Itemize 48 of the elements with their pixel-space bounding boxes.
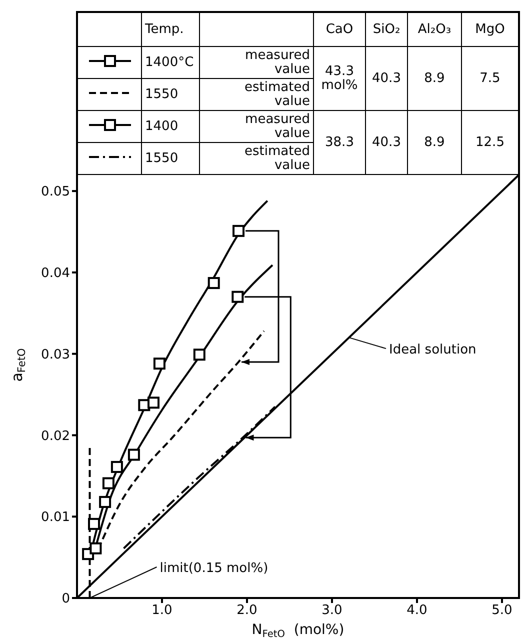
annotation: 40.3 — [366, 110, 408, 174]
annotation: 40.3 — [366, 46, 408, 110]
annotation: limit(0.15 mol%) — [160, 561, 268, 576]
point — [232, 224, 244, 237]
point — [128, 448, 140, 461]
annotation: 7.5 — [462, 46, 518, 110]
x-tick-label: 4.0 — [406, 603, 428, 618]
point — [208, 277, 220, 290]
point — [153, 358, 166, 370]
annotation: estimated value — [200, 142, 314, 174]
annotation: MgO — [462, 12, 518, 46]
annotation: 12.5 — [462, 110, 518, 174]
annotation: 8.9 — [408, 110, 462, 174]
y-tick-label: 0.01 — [41, 510, 70, 526]
annotation: Ideal solution — [389, 342, 476, 358]
point — [88, 518, 100, 530]
legend-label: 1400°C — [142, 46, 200, 78]
legend-label: 1400 — [142, 110, 200, 142]
annotation: measured value — [200, 46, 314, 78]
x-tick-label: 3.0 — [322, 603, 342, 618]
legend-label: 1550 — [142, 142, 200, 174]
point — [99, 496, 112, 508]
annotation: Al₂O₃ — [408, 12, 462, 46]
y-tick-label: 0.03 — [41, 347, 70, 362]
point — [232, 290, 244, 303]
x-tick-label: 1.0 — [152, 603, 172, 618]
annotation: 43.3 mol% — [314, 46, 366, 110]
annotation: 8.9 — [408, 46, 462, 110]
x-tick-label: 2.0 — [236, 603, 258, 618]
point — [102, 477, 114, 490]
y-tick-label: 0.05 — [41, 184, 70, 200]
point — [148, 396, 160, 409]
line-series — [122, 406, 276, 550]
x-axis-title: N$_{FetO}$ (mol%) — [252, 622, 344, 640]
y-tick-label: 0 — [62, 592, 70, 607]
annotation: estimated value — [200, 78, 314, 110]
annotation: SiO₂ — [366, 12, 408, 46]
annotation: Temp. — [142, 12, 200, 46]
annotation: 38.3 — [314, 110, 366, 174]
legend-label: 1550 — [142, 78, 200, 110]
point — [193, 348, 206, 361]
point — [90, 542, 102, 554]
annotation: measured value — [200, 110, 314, 142]
x-tick-label: 5.0 — [492, 603, 512, 618]
y-tick-label: 0.02 — [41, 428, 70, 444]
y-tick-label: 0.04 — [41, 266, 70, 282]
point — [110, 460, 123, 473]
annotation: CaO — [314, 12, 366, 46]
